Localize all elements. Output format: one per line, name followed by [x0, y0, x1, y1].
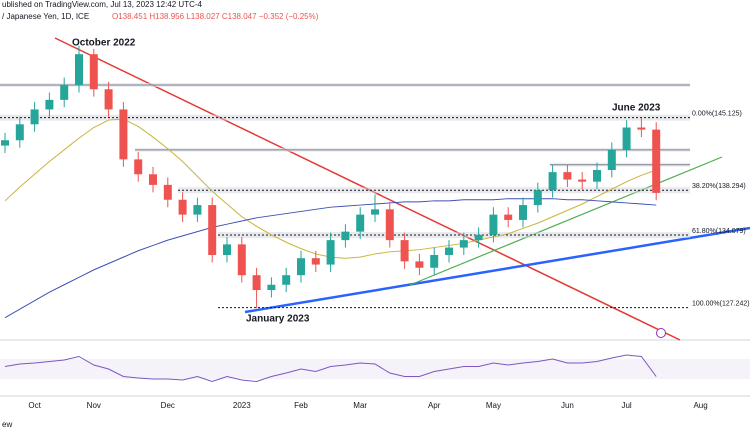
x-tick-label: Feb	[294, 401, 308, 410]
candle-body	[282, 275, 291, 285]
rsi-band	[0, 359, 750, 379]
rsi-line	[4, 354, 657, 383]
candle-body	[637, 127, 646, 130]
x-tick-label: Jun	[561, 401, 574, 410]
x-tick-label: Nov	[87, 401, 101, 410]
candle-body	[60, 85, 69, 100]
candle-body	[237, 244, 246, 276]
candle-body	[371, 209, 379, 215]
annotation: January 2023	[246, 314, 310, 325]
candle-body	[163, 184, 172, 200]
candle-body	[252, 275, 261, 291]
candle-body	[1, 140, 9, 146]
candle-body	[45, 99, 54, 110]
candle-body	[104, 89, 113, 110]
candle-body	[149, 174, 157, 185]
candle-body	[341, 231, 350, 241]
candle-body	[607, 149, 616, 170]
symbol-text: / Japanese Yen, 1D, ICE	[2, 12, 89, 21]
x-tick-label: Jul	[621, 401, 631, 410]
support-line	[244, 226, 750, 314]
candle-body	[445, 247, 453, 255]
plot: 0.00%(145.125) 38.20%(138.294) 61.80%(134.…	[0, 45, 750, 410]
candle-body	[356, 214, 365, 232]
candle-body	[400, 240, 409, 262]
x-tick-label: May	[486, 401, 501, 410]
candle-body	[459, 240, 468, 248]
fib-label: 100.00%(127.242)	[692, 301, 750, 308]
x-tick-label: Apr	[428, 401, 441, 410]
candle-body	[75, 54, 83, 85]
candle-body	[89, 54, 98, 90]
x-tick-label: Aug	[693, 401, 707, 410]
candle-body	[415, 261, 424, 268]
footer-text: ew	[2, 420, 12, 429]
x-tick-label: Oct	[28, 401, 41, 410]
candle-body	[548, 172, 557, 191]
candle-body	[622, 127, 631, 150]
candle-body	[311, 258, 320, 265]
candle-body	[15, 124, 24, 141]
candle-body	[193, 205, 202, 215]
candle-body	[385, 209, 394, 241]
candle-body	[593, 170, 601, 182]
event-icon	[656, 328, 666, 338]
moving-average	[4, 198, 657, 319]
candle-body	[178, 199, 187, 215]
candle-body	[578, 179, 587, 182]
candle-body	[533, 190, 542, 206]
x-tick-label: Dec	[161, 401, 175, 410]
candle-body	[519, 205, 527, 220]
candle-body	[489, 214, 498, 235]
candle-body	[267, 284, 276, 291]
candle-body	[134, 159, 143, 175]
fib-label: 38.20%(138.294)	[692, 183, 746, 190]
candle-body	[30, 109, 39, 125]
published-text: ublished on TradingView.com, Jul 13, 202…	[2, 0, 203, 9]
candle-body	[208, 205, 217, 255]
candle-body	[430, 255, 439, 268]
candle-body	[326, 240, 335, 265]
trend-line	[409, 156, 723, 286]
fib-label: 61.80%(134.079)	[692, 228, 746, 235]
candle-body	[297, 258, 305, 276]
candle-body	[474, 234, 483, 241]
x-tick-label: Mar	[353, 401, 367, 410]
candle-body	[563, 172, 572, 180]
fib-label: 0.00%(145.125)	[692, 111, 742, 118]
x-tick-label: 2023	[233, 401, 251, 410]
ohlc-text: O138.451 H138.956 L138.027 C138.047 −0.3…	[112, 12, 319, 21]
annotation: June 2023	[612, 103, 661, 114]
candle-body	[504, 214, 513, 220]
annotation: October 2022	[72, 38, 136, 49]
candle-body	[652, 129, 661, 193]
candle-body	[119, 109, 128, 160]
candle-body	[223, 244, 231, 255]
